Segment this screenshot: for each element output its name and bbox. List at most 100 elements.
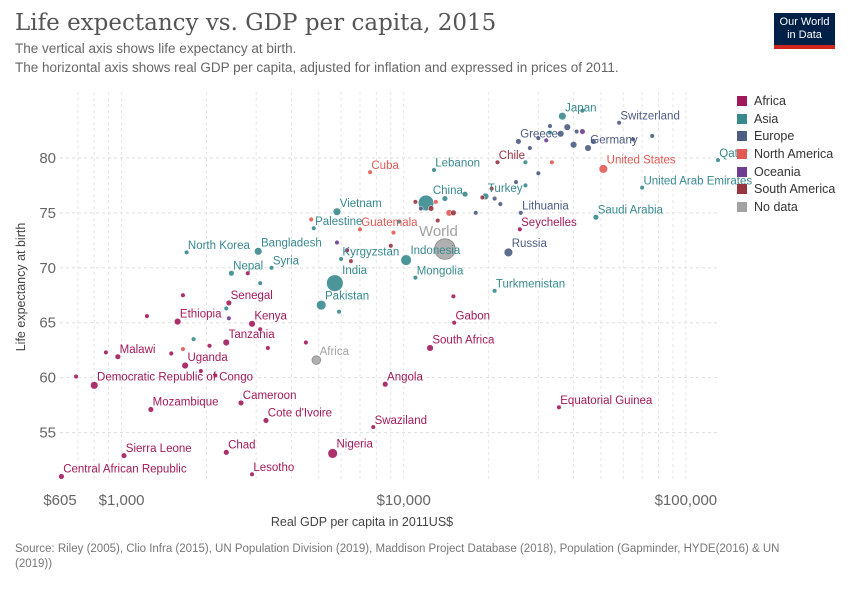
point-label: Switzerland <box>620 110 679 122</box>
data-point <box>494 159 501 165</box>
data-point <box>237 399 245 406</box>
data-point <box>479 194 485 201</box>
data-point <box>563 123 571 131</box>
point-label: Guatemala <box>361 217 418 229</box>
y-tick-label: 80 <box>39 150 56 167</box>
data-point <box>265 345 271 351</box>
point-label: Greece <box>520 129 558 141</box>
data-point <box>426 344 434 352</box>
legend-item[interactable]: South America <box>737 180 835 198</box>
point-label: Nigeria <box>336 439 373 451</box>
data-point <box>168 350 174 357</box>
data-point <box>326 274 344 292</box>
owid-logo[interactable]: Our World in Data <box>774 13 835 49</box>
data-point <box>370 424 376 430</box>
point-label: Africa <box>320 346 350 358</box>
source-note: Source: Riley (2005), Clio Infra (2015),… <box>15 543 780 570</box>
point-label: Syria <box>273 255 300 267</box>
data-point <box>180 292 186 298</box>
data-point <box>223 449 230 456</box>
legend-swatch <box>737 113 747 124</box>
point-label: Chad <box>228 440 256 452</box>
axis-layer: 55 60 65 70 75 80 $605 $1,000 $10,000 $100,000 Rea… <box>14 150 717 529</box>
point-label: Cameroon <box>243 390 297 402</box>
point-label: Seychelles <box>521 217 577 229</box>
data-point <box>428 205 435 212</box>
data-point <box>103 349 109 355</box>
point-label: Germany <box>590 135 638 147</box>
data-point <box>311 225 317 231</box>
legend-swatch <box>737 184 747 195</box>
legend-swatch <box>737 95 747 106</box>
data-point <box>434 238 456 260</box>
data-point <box>257 326 263 332</box>
data-point <box>120 452 128 459</box>
data-point <box>147 406 154 413</box>
point-label: Pakistan <box>325 290 369 302</box>
data-point <box>382 381 389 388</box>
point-label: Turkey <box>488 183 523 195</box>
data-point <box>556 404 562 410</box>
legend-swatch <box>737 148 747 159</box>
data-point <box>515 138 522 145</box>
data-point <box>400 254 412 266</box>
data-point <box>450 209 457 216</box>
legend: Africa Asia Europe North America Oceania Sout… <box>737 92 835 216</box>
data-point <box>225 299 232 306</box>
data-point <box>497 201 503 207</box>
x-tick-label: $605 <box>43 492 76 509</box>
legend-swatch <box>737 131 747 142</box>
data-point <box>412 199 418 205</box>
x-tick-label: $10,000 <box>377 492 431 509</box>
data-point <box>180 346 186 352</box>
data-point <box>245 270 251 276</box>
legend-label: North America <box>754 146 834 161</box>
data-point <box>396 219 402 225</box>
data-point <box>254 247 263 256</box>
point-label: Nepal <box>233 260 263 272</box>
data-point <box>503 247 513 257</box>
data-point <box>558 112 567 121</box>
legend-item[interactable]: No data <box>737 198 835 216</box>
data-point <box>543 137 549 143</box>
legend-label: Europe <box>754 129 795 144</box>
grid-layer <box>60 92 718 482</box>
point-label: United Arab Emirates <box>643 175 752 187</box>
point-label: Vietnam <box>340 198 382 210</box>
data-point <box>268 265 275 271</box>
legend-swatch <box>737 166 747 177</box>
data-point <box>73 373 79 380</box>
data-point <box>311 355 322 365</box>
point-label: Saudi Arabia <box>598 204 664 216</box>
legend-label: South America <box>754 182 836 197</box>
data-point <box>451 320 457 326</box>
data-point <box>248 320 256 328</box>
legend-label: Africa <box>754 93 786 108</box>
data-point <box>348 258 354 264</box>
label-layer: Central African Republic Sierra Leone Chad… <box>63 102 752 475</box>
data-point <box>338 256 344 262</box>
legend-item[interactable]: North America <box>737 145 835 163</box>
data-point <box>584 144 592 152</box>
legend-item[interactable]: Asia <box>737 110 835 128</box>
data-point <box>316 300 327 311</box>
point-label: North Korea <box>188 240 251 252</box>
point-label: World <box>419 223 458 240</box>
x-tick-label: $1,000 <box>99 492 145 509</box>
point-label: Angola <box>387 371 423 383</box>
point-label: Equatorial Guinea <box>560 395 653 407</box>
data-point <box>522 159 528 165</box>
legend-item[interactable]: Oceania <box>737 163 835 181</box>
legend-item[interactable]: Africa <box>737 92 835 110</box>
legend-swatch <box>737 201 747 212</box>
data-point <box>388 243 394 249</box>
data-point <box>198 368 204 374</box>
data-point <box>630 136 636 142</box>
point-label: Tanzania <box>229 329 276 341</box>
legend-item[interactable]: Europe <box>737 127 835 145</box>
point-label: Bangladesh <box>261 237 322 249</box>
point-label: Lesotho <box>253 462 294 474</box>
data-point <box>579 128 586 135</box>
data-point <box>249 471 255 477</box>
